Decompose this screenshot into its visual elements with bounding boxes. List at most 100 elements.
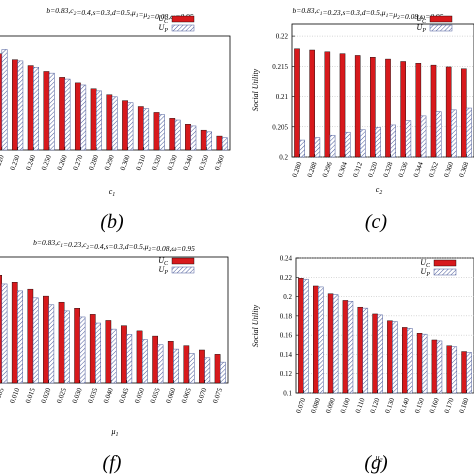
- x-axis-label: μ2: [374, 453, 382, 464]
- y-tick-label: 0.21: [276, 93, 289, 101]
- bar-up: [221, 137, 228, 151]
- bar-uc: [461, 68, 467, 158]
- bar-up: [141, 339, 148, 384]
- y-tick-label: 0.1: [283, 390, 292, 398]
- bar-uc: [43, 71, 50, 151]
- bar-uc: [402, 327, 408, 394]
- bar-up: [1, 283, 8, 384]
- chart-c: 0.2 0.205 0.21 0.215 0.22 0.280 0.288 0.296 0.30…: [251, 6, 474, 196]
- x-tick-label: 0.352: [427, 160, 440, 178]
- bar-up: [219, 361, 226, 384]
- bar-uc: [385, 58, 391, 158]
- bar-uc: [313, 285, 319, 394]
- chart-b: 0.220 0.230 0.240 0.250 0.260 0.270 0.280 0.290…: [0, 6, 231, 198]
- bar-uc: [0, 53, 3, 151]
- bar-up: [64, 78, 71, 151]
- bar-uc: [136, 330, 143, 384]
- bar-uc: [74, 82, 81, 151]
- x-tick-label: 0.045: [118, 386, 131, 404]
- x-tick-label: 0.340: [182, 153, 195, 171]
- bar-uc: [27, 288, 34, 384]
- bar-up: [204, 357, 211, 384]
- legend-swatch-uc: [171, 257, 195, 265]
- bar-up: [329, 134, 336, 158]
- x-tick-label: 0.290: [103, 153, 116, 171]
- legend-label-up: UP: [159, 265, 169, 276]
- legend-swatch-up: [433, 268, 457, 276]
- legend-label-uc: UC: [420, 258, 431, 269]
- x-tick-label: 0.080: [309, 396, 322, 414]
- x-tick-label: 0.240: [24, 153, 37, 171]
- y-tick-label: 0.22: [276, 33, 289, 41]
- bar-up: [48, 304, 55, 384]
- bar-uc: [137, 106, 144, 151]
- bar-uc: [446, 345, 452, 394]
- x-tick-label: 0.260: [56, 153, 69, 171]
- bar-up: [190, 125, 197, 151]
- bar-up: [360, 129, 366, 158]
- x-tick-label: 0.330: [166, 153, 179, 171]
- x-tick-label: 0.368: [457, 160, 470, 178]
- bar-up: [407, 328, 413, 394]
- bar-uc: [74, 308, 81, 384]
- x-tick-label: 0.310: [134, 153, 147, 171]
- x-tick-label: 0.230: [9, 153, 22, 171]
- bar-uc: [431, 339, 438, 394]
- x-tick-label: 0.336: [397, 160, 410, 178]
- x-tick-label: 0.055: [149, 386, 162, 404]
- x-tick-label: 0.220: [0, 153, 6, 171]
- bar-uc: [298, 278, 304, 394]
- bar-uc: [121, 325, 127, 384]
- bar-uc: [12, 59, 18, 151]
- bar-up: [392, 321, 398, 394]
- x-tick-label: 0.328: [382, 160, 395, 178]
- x-tick-label: 0.150: [413, 396, 426, 414]
- bar-up: [303, 278, 309, 394]
- panel-caption: (b): [100, 211, 124, 233]
- bar-uc: [357, 306, 363, 394]
- bar-up: [314, 137, 321, 158]
- y-tick-label: 0.24: [280, 255, 293, 263]
- x-tick-label: 0.090: [324, 396, 337, 414]
- x-tick-label: 0.350: [197, 153, 210, 171]
- x-tick-label: 0.065: [180, 386, 193, 404]
- y-tick-label: 0.215: [272, 63, 288, 71]
- bar-uc: [167, 341, 174, 384]
- bar-up: [451, 109, 457, 158]
- bar-up: [318, 286, 324, 394]
- bar-uc: [169, 118, 176, 151]
- bar-uc: [214, 354, 221, 384]
- bar-uc: [200, 129, 207, 151]
- bar-up: [17, 60, 24, 151]
- bar-uc: [372, 313, 378, 394]
- x-tick-label: 0.035: [86, 386, 99, 404]
- bar-uc: [0, 275, 2, 384]
- bar-uc: [59, 77, 66, 151]
- bar-uc: [445, 66, 452, 158]
- y-tick-label: 0.18: [280, 312, 293, 320]
- x-tick-label: 0.320: [366, 160, 379, 178]
- bar-uc: [354, 55, 361, 158]
- legend-swatch-uc: [433, 259, 457, 267]
- x-tick-label: 0.110: [354, 396, 367, 414]
- bar-up: [96, 90, 102, 151]
- bar-uc: [199, 349, 205, 384]
- bar-up: [63, 310, 70, 384]
- bar-up: [377, 314, 383, 394]
- bar-up: [174, 119, 181, 151]
- bar-uc: [216, 135, 223, 151]
- plot-frame: [295, 257, 474, 394]
- x-tick-label: 0.020: [40, 386, 53, 404]
- x-tick-label: 0.100: [339, 396, 352, 414]
- x-tick-label: 0.075: [211, 386, 224, 404]
- legend-label-uc: UC: [158, 256, 169, 267]
- x-tick-label: 0.030: [71, 386, 84, 404]
- x-axis-label: c2: [376, 185, 383, 196]
- bar-uc: [58, 301, 65, 384]
- bar-uc: [387, 320, 393, 394]
- bar-uc: [415, 63, 422, 158]
- bar-uc: [430, 64, 437, 158]
- bar-up: [436, 340, 443, 394]
- bar-up: [127, 102, 134, 151]
